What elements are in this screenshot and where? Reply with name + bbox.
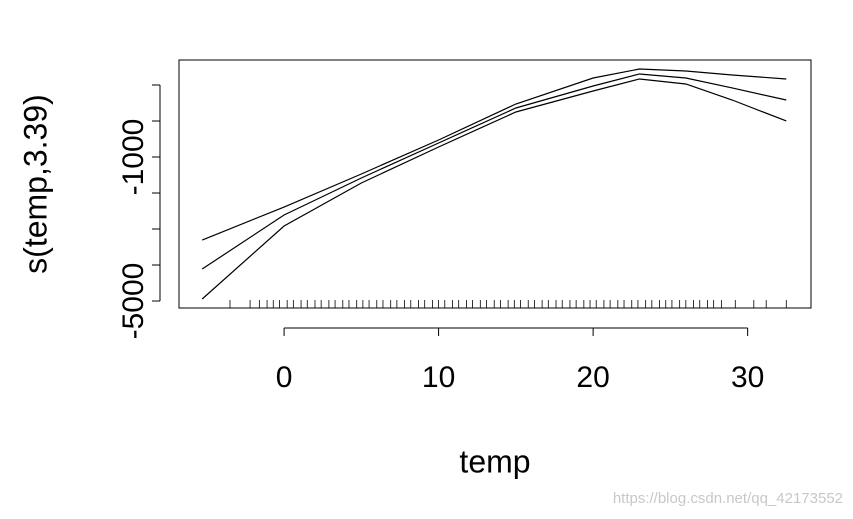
- watermark: https://blog.csdn.net/qq_42173552: [613, 490, 843, 507]
- plot-frame: [178, 59, 812, 309]
- x-tick-label: 20: [576, 361, 609, 394]
- x-axis-label: temp: [459, 443, 530, 479]
- y-axis-label: s(temp,3.39): [17, 94, 53, 274]
- smooth-curve: [201, 78, 787, 300]
- smooth-curve: [201, 73, 787, 270]
- y-tick-label: -1000: [117, 119, 150, 196]
- y-tick-label: -5000: [117, 263, 150, 340]
- x-tick-label: 0: [276, 361, 293, 394]
- x-tick-label: 10: [422, 361, 455, 394]
- smooth-curve: [201, 68, 787, 241]
- x-tick-label: 30: [731, 361, 764, 394]
